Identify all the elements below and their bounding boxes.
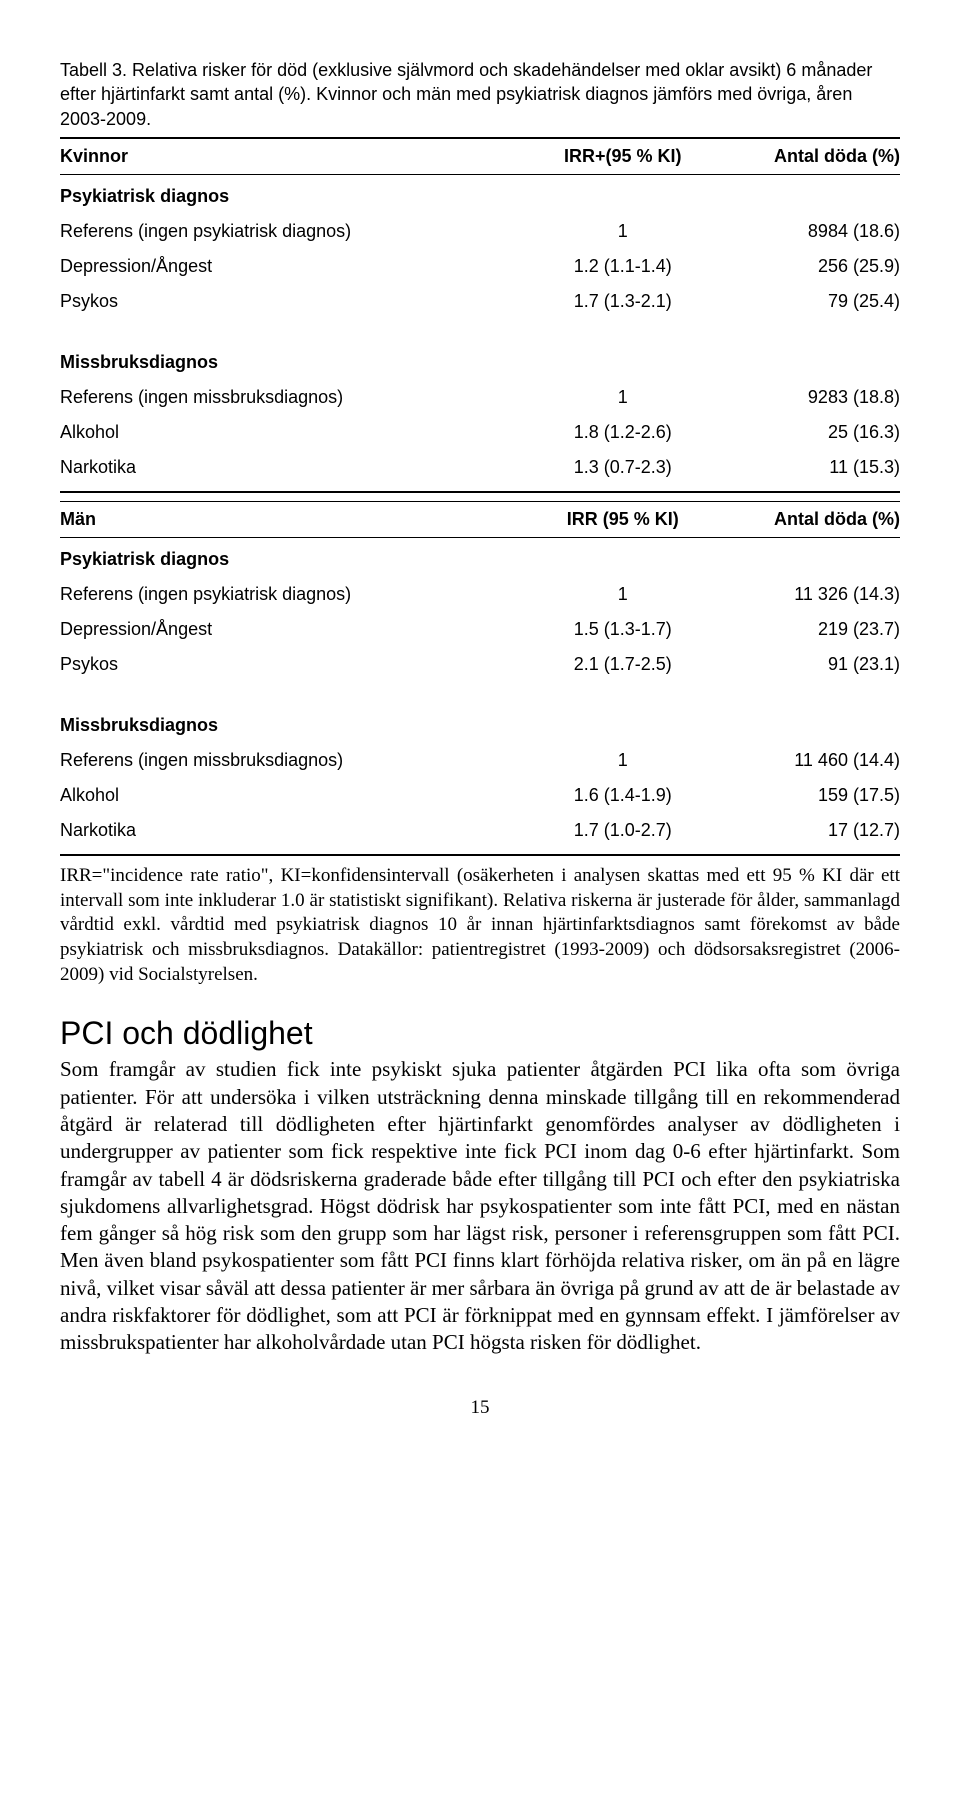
- row-irr: 1.5 (1.3-1.7): [530, 612, 715, 647]
- row-deaths: 91 (23.1): [715, 647, 900, 682]
- data-table: Kvinnor IRR+(95 % KI) Antal döda (%) Psy…: [60, 139, 900, 856]
- row-label: Referens (ingen psykiatrisk diagnos): [60, 214, 530, 249]
- section-missbruk-men: Missbruksdiagnos: [60, 704, 900, 743]
- table-row: Referens (ingen psykiatrisk diagnos) 1 8…: [60, 214, 900, 249]
- section-psyk-women: Psykiatrisk diagnos: [60, 175, 900, 214]
- header-irr-man: IRR (95 % KI): [530, 502, 715, 537]
- table-row: Referens (ingen missbruksdiagnos) 1 9283…: [60, 380, 900, 415]
- row-label: Referens (ingen missbruksdiagnos): [60, 380, 530, 415]
- row-irr: 2.1 (1.7-2.5): [530, 647, 715, 682]
- table-footnote: IRR="incidence rate ratio", KI=konfidens…: [60, 864, 900, 987]
- row-deaths: 219 (23.7): [715, 612, 900, 647]
- section-label: Missbruksdiagnos: [60, 704, 900, 743]
- row-deaths: 11 (15.3): [715, 450, 900, 485]
- row-irr: 1.8 (1.2-2.6): [530, 415, 715, 450]
- row-label: Referens (ingen psykiatrisk diagnos): [60, 577, 530, 612]
- table-row: Referens (ingen missbruksdiagnos) 1 11 4…: [60, 743, 900, 778]
- row-label: Depression/Ångest: [60, 249, 530, 284]
- row-deaths: 11 460 (14.4): [715, 743, 900, 778]
- header-deaths-men: Antal döda (%): [715, 502, 900, 537]
- row-deaths: 256 (25.9): [715, 249, 900, 284]
- row-irr: 1.2 (1.1-1.4): [530, 249, 715, 284]
- row-irr: 1: [530, 214, 715, 249]
- section-psyk-men: Psykiatrisk diagnos: [60, 538, 900, 577]
- row-label: Depression/Ångest: [60, 612, 530, 647]
- row-label: Psykos: [60, 647, 530, 682]
- header-row-men: Män IRR (95 % KI) Antal döda (%): [60, 502, 900, 537]
- header-man: Män: [60, 502, 530, 537]
- header-deaths: Antal döda (%): [715, 139, 900, 174]
- row-irr: 1: [530, 743, 715, 778]
- section-label: Missbruksdiagnos: [60, 341, 900, 380]
- table-row: Depression/Ångest 1.2 (1.1-1.4) 256 (25.…: [60, 249, 900, 284]
- row-deaths: 79 (25.4): [715, 284, 900, 319]
- row-irr: 1: [530, 577, 715, 612]
- section-label: Psykiatrisk diagnos: [60, 538, 900, 577]
- table-row: Psykos 1.7 (1.3-2.1) 79 (25.4): [60, 284, 900, 319]
- body-paragraph: Som framgår av studien fick inte psykisk…: [60, 1056, 900, 1356]
- table-bottom-rule: [60, 854, 900, 856]
- row-deaths: 11 326 (14.3): [715, 577, 900, 612]
- section-heading: PCI och dödlighet: [60, 1015, 900, 1052]
- row-deaths: 17 (12.7): [715, 813, 900, 848]
- row-deaths: 25 (16.3): [715, 415, 900, 450]
- table-row: Narkotika 1.7 (1.0-2.7) 17 (12.7): [60, 813, 900, 848]
- header-kvinnor: Kvinnor: [60, 139, 530, 174]
- header-row-women: Kvinnor IRR+(95 % KI) Antal döda (%): [60, 139, 900, 174]
- row-irr: 1.3 (0.7-2.3): [530, 450, 715, 485]
- row-label: Referens (ingen missbruksdiagnos): [60, 743, 530, 778]
- row-label: Narkotika: [60, 450, 530, 485]
- table-row: Alkohol 1.8 (1.2-2.6) 25 (16.3): [60, 415, 900, 450]
- row-label: Alkohol: [60, 415, 530, 450]
- row-irr: 1: [530, 380, 715, 415]
- table-row: Psykos 2.1 (1.7-2.5) 91 (23.1): [60, 647, 900, 682]
- table-row: Narkotika 1.3 (0.7-2.3) 11 (15.3): [60, 450, 900, 485]
- row-irr: 1.7 (1.3-2.1): [530, 284, 715, 319]
- row-irr: 1.7 (1.0-2.7): [530, 813, 715, 848]
- row-deaths: 9283 (18.8): [715, 380, 900, 415]
- row-label: Narkotika: [60, 813, 530, 848]
- row-irr: 1.6 (1.4-1.9): [530, 778, 715, 813]
- section-label: Psykiatrisk diagnos: [60, 175, 900, 214]
- row-label: Psykos: [60, 284, 530, 319]
- row-deaths: 8984 (18.6): [715, 214, 900, 249]
- row-deaths: 159 (17.5): [715, 778, 900, 813]
- page-number: 15: [60, 1397, 900, 1419]
- header-irr-kvinnor: IRR+(95 % KI): [530, 139, 715, 174]
- section-missbruk-women: Missbruksdiagnos: [60, 341, 900, 380]
- table-caption: Tabell 3. Relativa risker för död (exklu…: [60, 58, 900, 131]
- table-row: Referens (ingen psykiatrisk diagnos) 1 1…: [60, 577, 900, 612]
- row-label: Alkohol: [60, 778, 530, 813]
- table-row: Depression/Ångest 1.5 (1.3-1.7) 219 (23.…: [60, 612, 900, 647]
- table-row: Alkohol 1.6 (1.4-1.9) 159 (17.5): [60, 778, 900, 813]
